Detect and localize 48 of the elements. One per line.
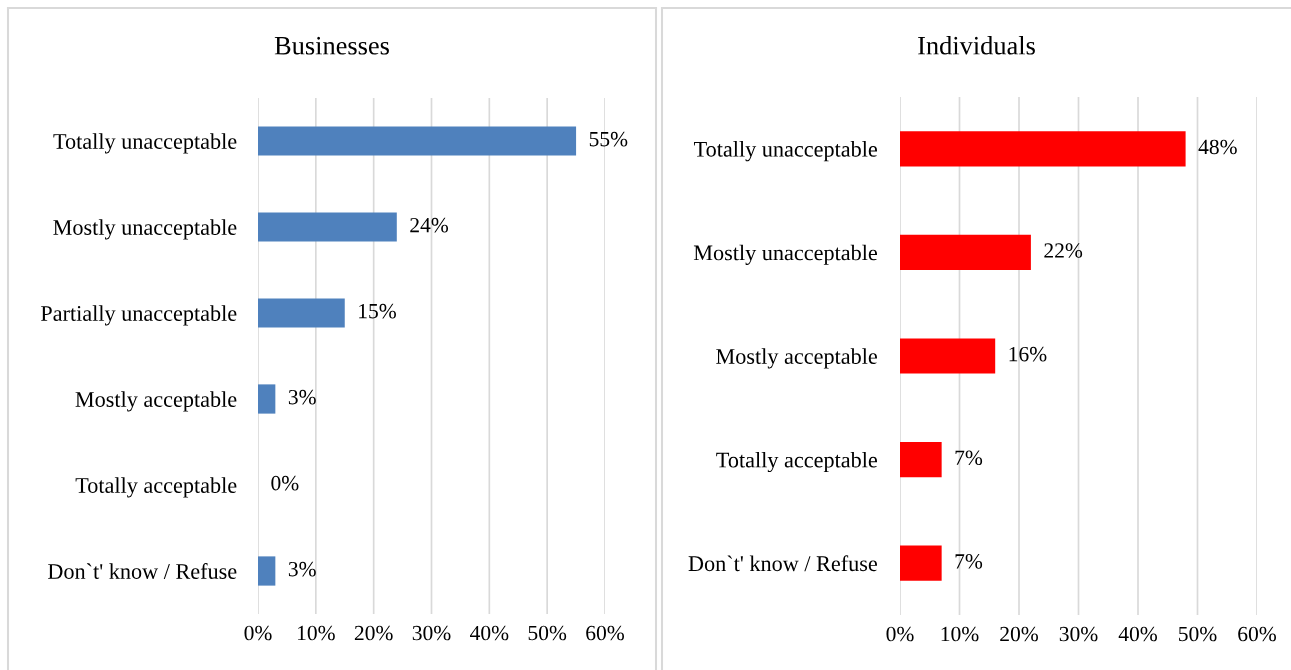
bar (258, 126, 577, 156)
x-tick-label: 10% (298, 625, 335, 641)
y-tick-label: Mostly unacceptable (693, 244, 877, 265)
x-tick-label: 30% (412, 625, 451, 641)
x-tick-label: 40% (470, 625, 509, 641)
y-tick-label: Totally acceptable (716, 451, 877, 473)
x-tick-label: 0% (886, 626, 914, 642)
x-tick-label: 60% (1238, 626, 1276, 642)
bar (900, 131, 1186, 167)
data-label: 24% (410, 217, 449, 233)
x-tick-label: 10% (941, 626, 979, 642)
x-tick-label: 0% (244, 625, 272, 641)
y-tick-label: Totally unacceptable (694, 141, 877, 162)
x-tick-label: 20% (354, 625, 393, 641)
bar (258, 384, 276, 414)
bar (900, 234, 1031, 271)
data-label: 15% (359, 303, 396, 319)
data-label: 0% (271, 475, 299, 491)
y-tick-label: Mostly acceptable (716, 348, 877, 369)
y-tick-label: Mostly unacceptable (53, 219, 237, 240)
x-tick-label: 50% (528, 625, 567, 641)
x-tick-label: 20% (1000, 626, 1038, 642)
x-tick-label: 30% (1059, 626, 1098, 642)
data-label: 3% (288, 561, 316, 577)
bar (900, 441, 942, 478)
y-tick-label: Mostly acceptable (75, 391, 237, 412)
data-label: 48% (1198, 139, 1237, 155)
bar (258, 556, 276, 586)
data-label: 22% (1044, 243, 1083, 258)
bar (900, 338, 996, 374)
chart-title: Individuals (918, 36, 1035, 55)
bar (258, 298, 345, 328)
data-label: 7% (955, 450, 983, 466)
y-tick-label: Don`t' know / Refuse (48, 563, 237, 579)
x-tick-label: 50% (1179, 626, 1217, 642)
y-tick-label: Don`t' know / Refuse (688, 555, 878, 572)
y-tick-label: Totally unacceptable (53, 133, 237, 154)
chart-title: Businesses (274, 36, 389, 55)
data-label: 3% (288, 389, 316, 405)
data-label: 7% (955, 554, 983, 569)
bar (258, 212, 397, 242)
x-tick-label: 40% (1118, 626, 1157, 642)
data-label: 16% (1009, 346, 1047, 362)
y-tick-label: Partially unacceptable (40, 305, 237, 326)
y-tick-label: Totally acceptable (75, 477, 237, 498)
bar (900, 545, 942, 581)
x-tick-label: 60% (586, 625, 624, 641)
data-label: 55% (589, 131, 628, 147)
